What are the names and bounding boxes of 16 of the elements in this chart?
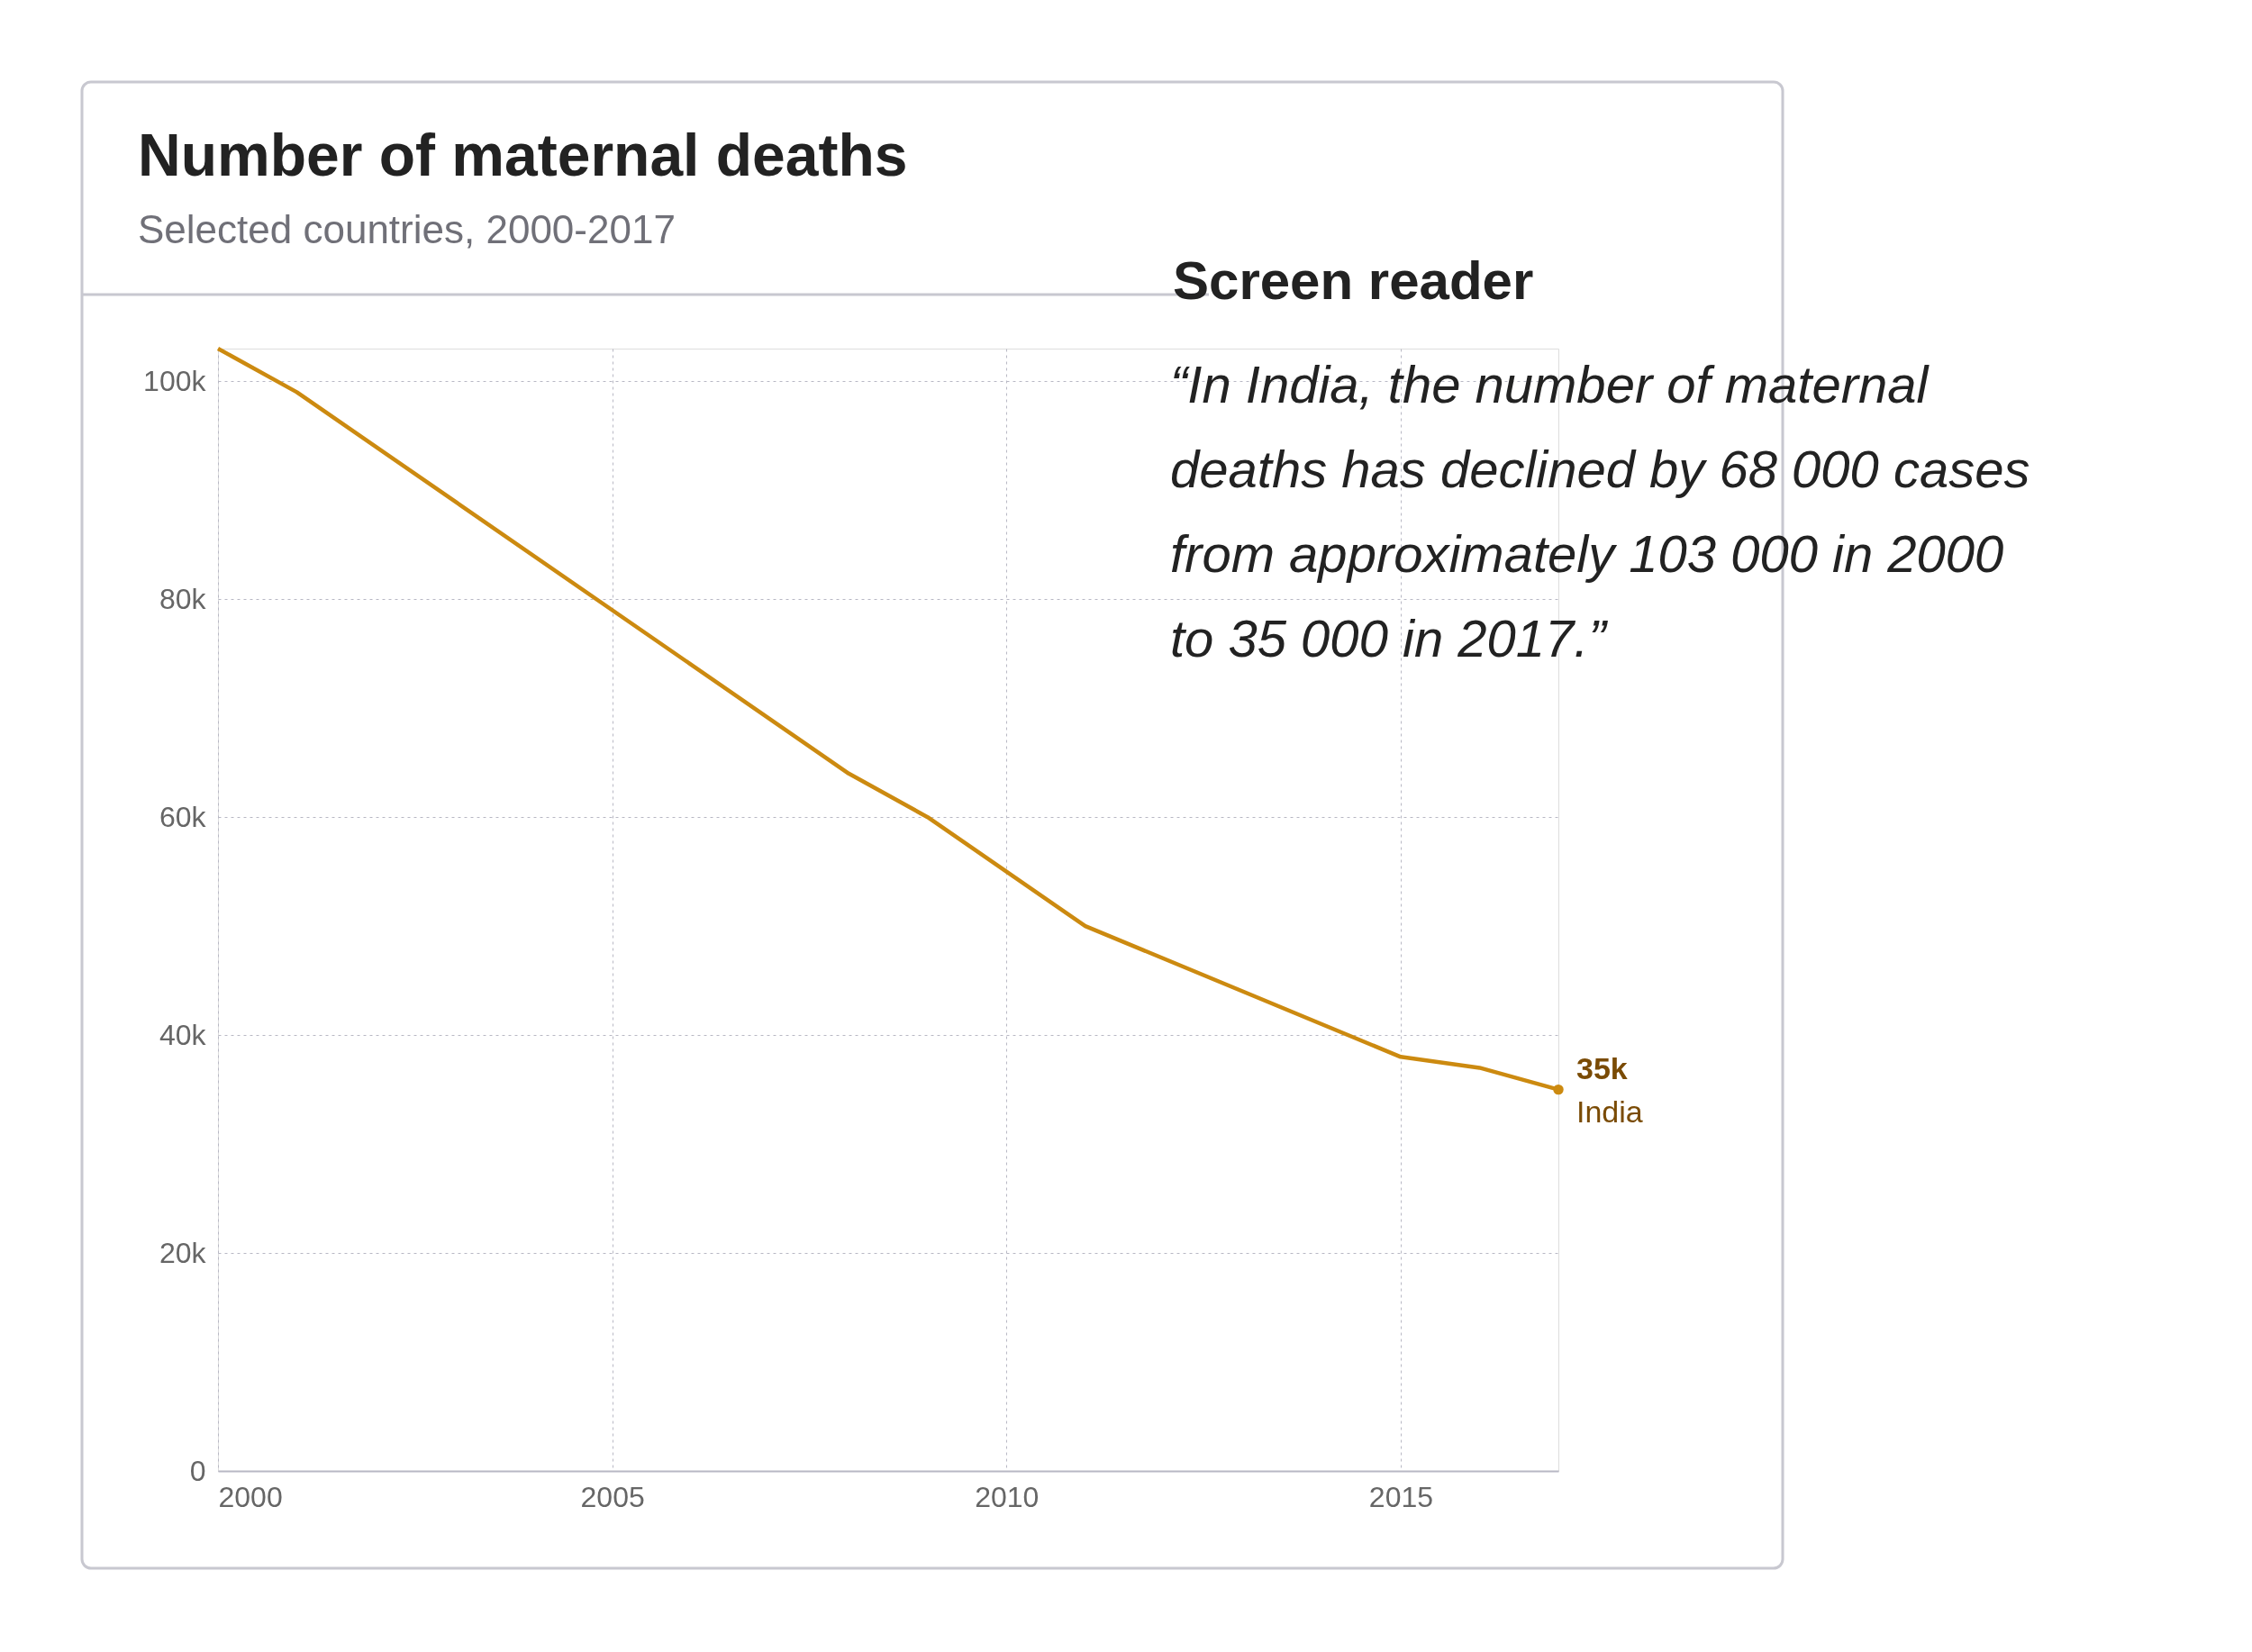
- y-tick-label: 20k: [159, 1236, 207, 1269]
- annotation: “In India, the number of maternal deaths has declined by 68 000 cases from approximately 103 000 in 2000 to 35 000 in 2017.”: [1170, 355, 2030, 667]
- text: Screen reader: [1173, 250, 1534, 311]
- x-tick-label: 2015: [1368, 1480, 1434, 1513]
- y-tick-label: 0: [189, 1454, 206, 1487]
- x-tick-label: 2010: [975, 1480, 1040, 1513]
- y-tick-label: 80k: [159, 582, 207, 615]
- y-tick-label: 60k: [159, 800, 207, 833]
- series-label: India: [1576, 1094, 1643, 1129]
- y-tick-label: 40k: [159, 1018, 207, 1051]
- x-tick-label: 2000: [218, 1480, 283, 1513]
- x-tick-label: 2005: [580, 1480, 645, 1513]
- y-tick-label: 100k: [143, 364, 207, 397]
- data-label: 35k: [1576, 1050, 1628, 1085]
- chart-title: Number of maternal deaths: [138, 122, 908, 188]
- chart-subtitle: Selected countries, 2000-2017: [138, 207, 676, 251]
